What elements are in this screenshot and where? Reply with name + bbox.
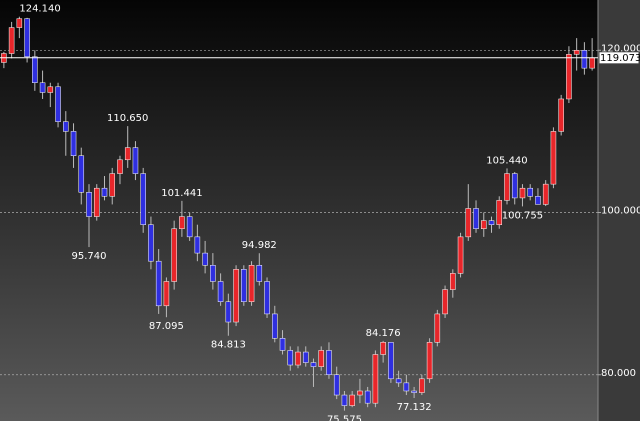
candle-body (527, 187, 533, 197)
candle-body (24, 18, 30, 58)
candle-body (86, 191, 92, 217)
candle-body (248, 265, 255, 303)
candle-body (341, 394, 348, 406)
candle-body (333, 374, 340, 396)
candle-body (32, 56, 38, 83)
candle-body (264, 281, 270, 315)
candle-body (496, 200, 503, 225)
candle-body (395, 378, 402, 384)
candle-body (171, 228, 177, 282)
price-annotation: 84.813 (211, 340, 246, 351)
price-annotation: 101.441 (161, 188, 202, 199)
last-price-label: 119.073 (600, 53, 640, 64)
candle-body (326, 350, 332, 376)
candle-body (511, 173, 518, 199)
candle-body (194, 236, 201, 254)
axis-background (598, 0, 640, 421)
candle-body (473, 208, 479, 230)
candle-body (558, 98, 564, 132)
candle-body (318, 350, 324, 367)
candle-body (403, 382, 410, 392)
candle-body (163, 281, 170, 307)
candle-body (132, 147, 139, 174)
candle-body (419, 378, 425, 393)
candle-body (372, 354, 379, 404)
candle-body (241, 269, 247, 303)
candle-body (287, 350, 294, 366)
candle-body (481, 220, 487, 230)
candle-body (117, 159, 123, 174)
candle-body (457, 236, 464, 274)
candle-body (233, 269, 239, 323)
price-annotation: 87.095 (149, 321, 184, 332)
candle-body (295, 351, 301, 366)
y-tick-label: 120.000 (601, 43, 640, 54)
candle-body (504, 173, 510, 201)
last-price-box (598, 51, 640, 65)
candle-body (217, 281, 224, 303)
candle-body (488, 220, 495, 225)
candle-body (109, 173, 115, 197)
candle-body (140, 173, 146, 225)
candle-body (310, 362, 317, 367)
candle-body (256, 265, 263, 282)
candle-body (179, 216, 185, 230)
candle-body (426, 342, 433, 380)
candle-body (148, 224, 154, 262)
candle-body (434, 313, 441, 343)
candle-body (101, 187, 108, 197)
candle-body (78, 155, 85, 193)
price-annotation: 84.176 (366, 328, 401, 339)
candle-body (225, 301, 232, 323)
candle-body (442, 289, 448, 315)
candle-body (535, 196, 541, 205)
price-annotation: 94.982 (242, 240, 277, 251)
candle-body (589, 57, 595, 69)
candle-body (55, 86, 61, 122)
candle-body (542, 183, 549, 205)
candle-body (8, 27, 15, 54)
candle-body (550, 131, 557, 185)
candle-body (155, 260, 162, 307)
candle-body (411, 390, 417, 393)
price-annotation: 105.440 (486, 155, 527, 166)
candle-body (349, 394, 355, 406)
price-annotation: 95.740 (72, 251, 107, 262)
candle-body (272, 313, 278, 339)
candle-body (39, 82, 46, 93)
candle-body (388, 342, 394, 380)
y-tick-label: 100.000 (601, 206, 640, 217)
price-annotation: 100.755 (502, 210, 543, 221)
candle-body (124, 147, 131, 161)
candle-body (465, 208, 472, 238)
candle-body (93, 187, 100, 217)
candle-body (202, 252, 208, 266)
y-tick-label: 80.000 (601, 368, 636, 379)
candle-body (16, 18, 23, 28)
candle-body (357, 390, 363, 396)
candle-body (573, 50, 580, 55)
candle-body (581, 50, 588, 69)
candle-body (47, 86, 54, 93)
price-annotation: 75.575 (327, 415, 362, 421)
candle-body (70, 131, 77, 156)
candle-body (380, 342, 386, 355)
candle-body (279, 338, 286, 351)
price-annotation: 77.132 (397, 402, 432, 413)
candle-body (364, 390, 371, 404)
candle-body (63, 121, 69, 132)
candle-body (519, 187, 526, 199)
candle-body (566, 54, 572, 100)
candle-body (302, 351, 309, 363)
candle-body (450, 273, 456, 290)
candle-body (186, 216, 193, 238)
candle-body (210, 265, 216, 282)
price-annotation: 110.650 (107, 113, 148, 124)
price-annotation: 124.140 (19, 4, 60, 15)
